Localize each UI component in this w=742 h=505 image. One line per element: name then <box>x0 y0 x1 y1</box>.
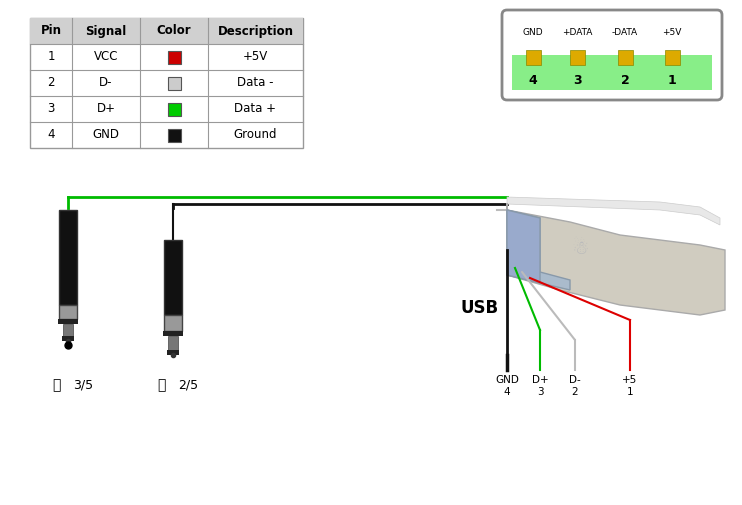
Text: 1: 1 <box>627 387 634 397</box>
Polygon shape <box>507 197 720 225</box>
Text: D-: D- <box>569 375 581 385</box>
Bar <box>163 331 183 336</box>
Polygon shape <box>507 210 570 290</box>
Bar <box>167 350 179 355</box>
Text: GND: GND <box>495 375 519 385</box>
Bar <box>30 18 303 148</box>
Bar <box>168 128 180 141</box>
Polygon shape <box>507 203 725 315</box>
Text: +DATA: +DATA <box>562 28 592 37</box>
Text: +5V: +5V <box>243 50 268 64</box>
Text: +5: +5 <box>623 375 637 385</box>
Text: 2: 2 <box>47 76 55 89</box>
Text: 4: 4 <box>504 387 510 397</box>
Bar <box>570 50 585 65</box>
Bar <box>512 55 712 90</box>
Text: VCC: VCC <box>93 50 118 64</box>
Bar <box>164 240 182 315</box>
Text: 1: 1 <box>47 50 55 64</box>
Bar <box>168 76 180 89</box>
Bar <box>59 210 77 305</box>
Bar <box>63 324 73 336</box>
Bar <box>59 305 77 319</box>
Text: 2: 2 <box>571 387 578 397</box>
Text: 3: 3 <box>573 74 581 87</box>
Text: Signal: Signal <box>85 25 127 37</box>
Text: 1: 1 <box>668 74 677 87</box>
Text: 4: 4 <box>528 74 537 87</box>
Text: Description: Description <box>217 25 294 37</box>
Bar <box>164 315 182 331</box>
Text: -DATA: -DATA <box>612 28 638 37</box>
Bar <box>168 103 180 116</box>
Text: 2/5: 2/5 <box>178 379 198 391</box>
Bar <box>665 50 680 65</box>
Polygon shape <box>507 210 540 283</box>
Text: Ground: Ground <box>234 128 278 141</box>
Bar <box>168 336 178 350</box>
Text: GND: GND <box>522 28 543 37</box>
Text: 3: 3 <box>536 387 543 397</box>
Bar <box>617 50 632 65</box>
Text: ⑂: ⑂ <box>52 378 60 392</box>
Text: Data +: Data + <box>234 103 277 116</box>
Text: +5V: +5V <box>663 28 682 37</box>
Text: D+: D+ <box>96 103 116 116</box>
Text: 3: 3 <box>47 103 55 116</box>
Text: 3/5: 3/5 <box>73 379 93 391</box>
Text: GND: GND <box>93 128 119 141</box>
Text: Data -: Data - <box>237 76 274 89</box>
Bar <box>30 18 303 44</box>
Text: ☃: ☃ <box>571 238 588 258</box>
Text: Color: Color <box>157 25 191 37</box>
FancyBboxPatch shape <box>502 10 722 100</box>
Bar <box>58 319 78 324</box>
Text: Pin: Pin <box>41 25 62 37</box>
Text: USB: USB <box>460 299 498 317</box>
Text: D-: D- <box>99 76 113 89</box>
Bar <box>62 336 74 341</box>
Bar <box>525 50 540 65</box>
Text: ⑂: ⑂ <box>157 378 165 392</box>
Text: 4: 4 <box>47 128 55 141</box>
Text: 2: 2 <box>620 74 629 87</box>
Bar <box>168 50 180 64</box>
Text: D+: D+ <box>532 375 548 385</box>
